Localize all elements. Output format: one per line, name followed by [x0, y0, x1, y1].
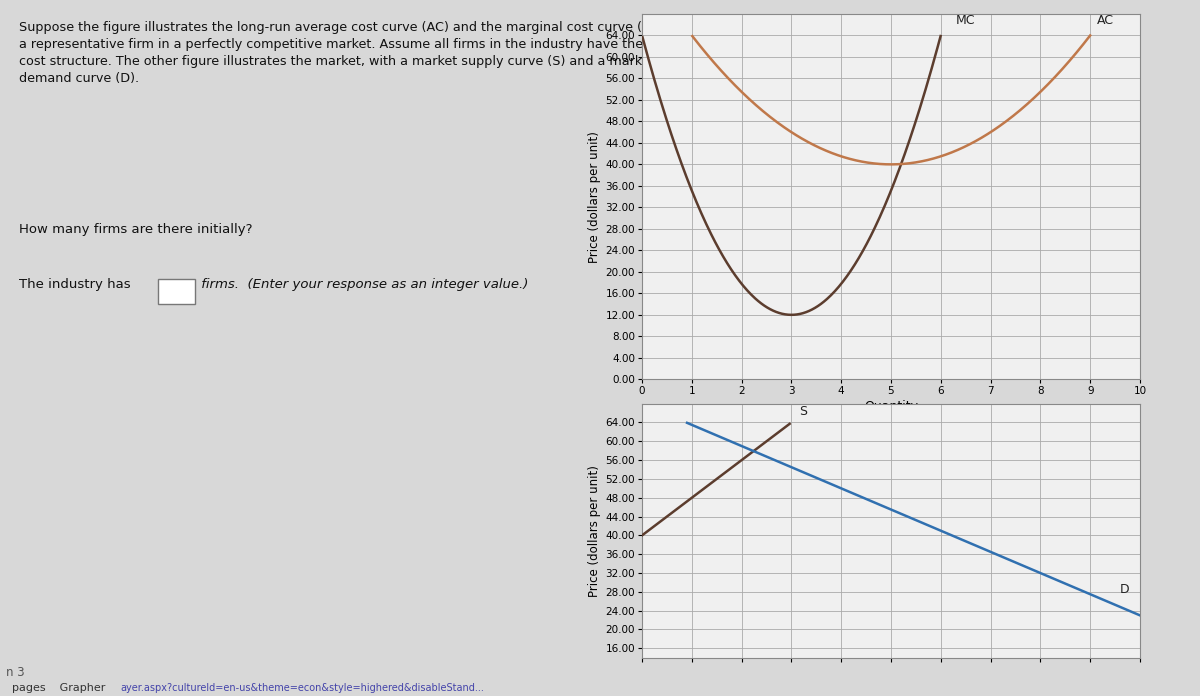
Text: How many firms are there initially?: How many firms are there initially? [19, 223, 252, 236]
Text: pages    Grapher: pages Grapher [12, 683, 106, 693]
Y-axis label: Price (dollars per unit): Price (dollars per unit) [588, 465, 601, 596]
Text: MC: MC [956, 15, 976, 27]
Text: n 3: n 3 [6, 665, 25, 679]
X-axis label: Quantity: Quantity [864, 400, 918, 413]
Text: The industry has: The industry has [19, 278, 131, 292]
Y-axis label: Price (dollars per unit): Price (dollars per unit) [588, 131, 601, 262]
Text: Suppose the figure illustrates the long-run average cost curve (AC) and the marg: Suppose the figure illustrates the long-… [19, 21, 689, 85]
Text: AC: AC [1097, 15, 1114, 27]
Text: D: D [1120, 583, 1129, 596]
FancyBboxPatch shape [158, 279, 194, 304]
Text: ayer.aspx?cultureld=en-us&theme=econ&style=highered&disableStand...: ayer.aspx?cultureld=en-us&theme=econ&sty… [120, 683, 484, 693]
Text: firms.  (Enter your response as an integer value.): firms. (Enter your response as an intege… [197, 278, 528, 292]
Text: S: S [799, 405, 806, 418]
